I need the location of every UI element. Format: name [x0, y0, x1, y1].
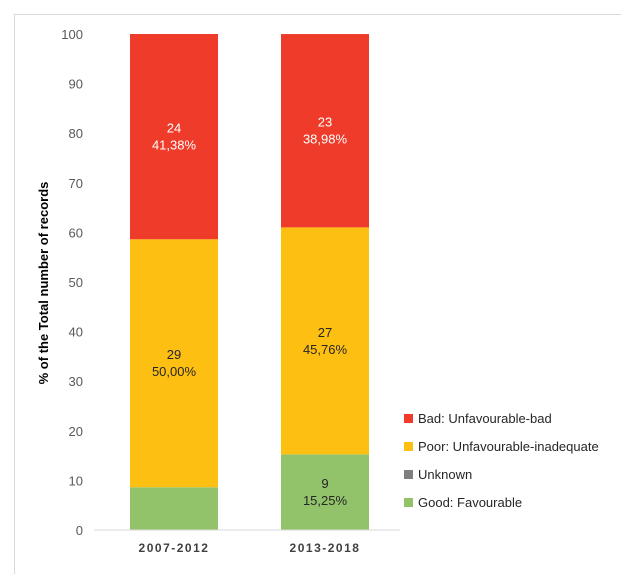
legend-label: Unknown — [418, 467, 472, 482]
y-tick-label: 40 — [69, 325, 83, 340]
bars — [130, 34, 369, 530]
y-tick-label: 20 — [69, 424, 83, 439]
y-tick-label: 80 — [69, 126, 83, 141]
data-label-count: 24 — [167, 121, 181, 136]
bar-segment — [281, 454, 369, 530]
data-label-percent: 50,00% — [152, 364, 197, 379]
data-labels: 29 50,00% 24 41,38% 9 15,25% 27 45,76% 23 38,98% — [152, 115, 348, 508]
legend-swatch — [404, 470, 413, 479]
legend-label: Poor: Unfavourable-inadequate — [418, 439, 599, 454]
data-label-count: 9 — [321, 476, 328, 491]
legend-label: Good: Favourable — [418, 495, 522, 510]
legend: Bad: Unfavourable-bad Poor: Unfavourable-… — [404, 411, 599, 510]
y-tick-label: 100 — [61, 27, 83, 42]
data-label-count: 27 — [318, 325, 332, 340]
bar-segment — [130, 34, 218, 240]
y-tick-label: 10 — [69, 473, 83, 488]
bar-segment — [130, 487, 218, 530]
legend-label: Bad: Unfavourable-bad — [418, 411, 552, 426]
data-label-percent: 41,38% — [152, 138, 197, 153]
y-axis: 0 10 20 30 40 50 60 70 80 90 100 — [61, 27, 83, 538]
chart-frame — [14, 14, 621, 574]
y-tick-label: 50 — [69, 275, 83, 290]
y-tick-label: 0 — [76, 523, 83, 538]
legend-swatch — [404, 498, 413, 507]
legend-swatch — [404, 442, 413, 451]
x-tick-label: 2013-2018 — [290, 541, 361, 555]
y-tick-label: 60 — [69, 225, 83, 240]
x-tick-label: 2007-2012 — [139, 541, 210, 555]
y-axis-label: % of the Total number of records — [36, 182, 51, 385]
bar-segment — [281, 34, 369, 228]
y-tick-label: 30 — [69, 374, 83, 389]
data-label-count: 23 — [318, 115, 332, 130]
y-tick-label: 70 — [69, 176, 83, 191]
data-label-percent: 45,76% — [303, 342, 348, 357]
y-tick-label: 90 — [69, 77, 83, 92]
data-label-percent: 38,98% — [303, 132, 348, 147]
data-label-count: 29 — [167, 347, 181, 362]
data-label-percent: 15,25% — [303, 493, 348, 508]
bar-segment — [281, 227, 369, 455]
legend-swatch — [404, 414, 413, 423]
stacked-bar-chart: 0 10 20 30 40 50 60 70 80 90 100 29 50,00% 24 41,38% 9… — [36, 27, 599, 555]
x-axis: 2007-2012 2013-2018 — [94, 529, 400, 555]
bar-segment — [130, 239, 218, 488]
